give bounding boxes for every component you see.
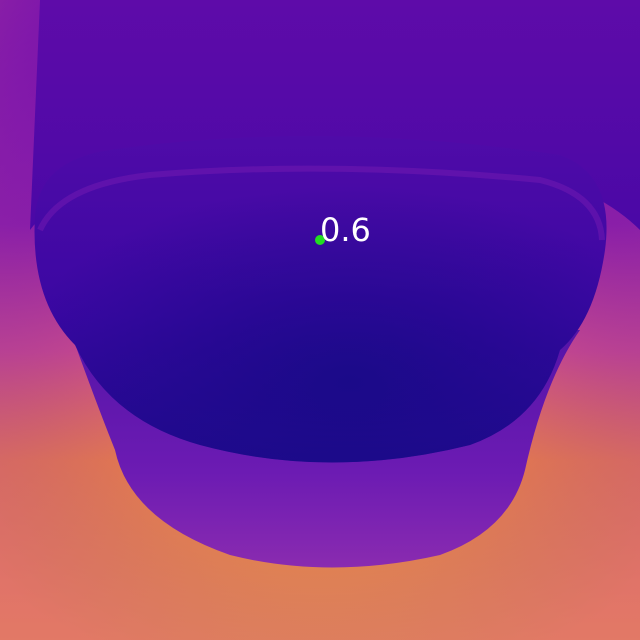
- probe-depth-value: 0.6: [320, 211, 371, 249]
- probe-point-marker: [315, 235, 325, 245]
